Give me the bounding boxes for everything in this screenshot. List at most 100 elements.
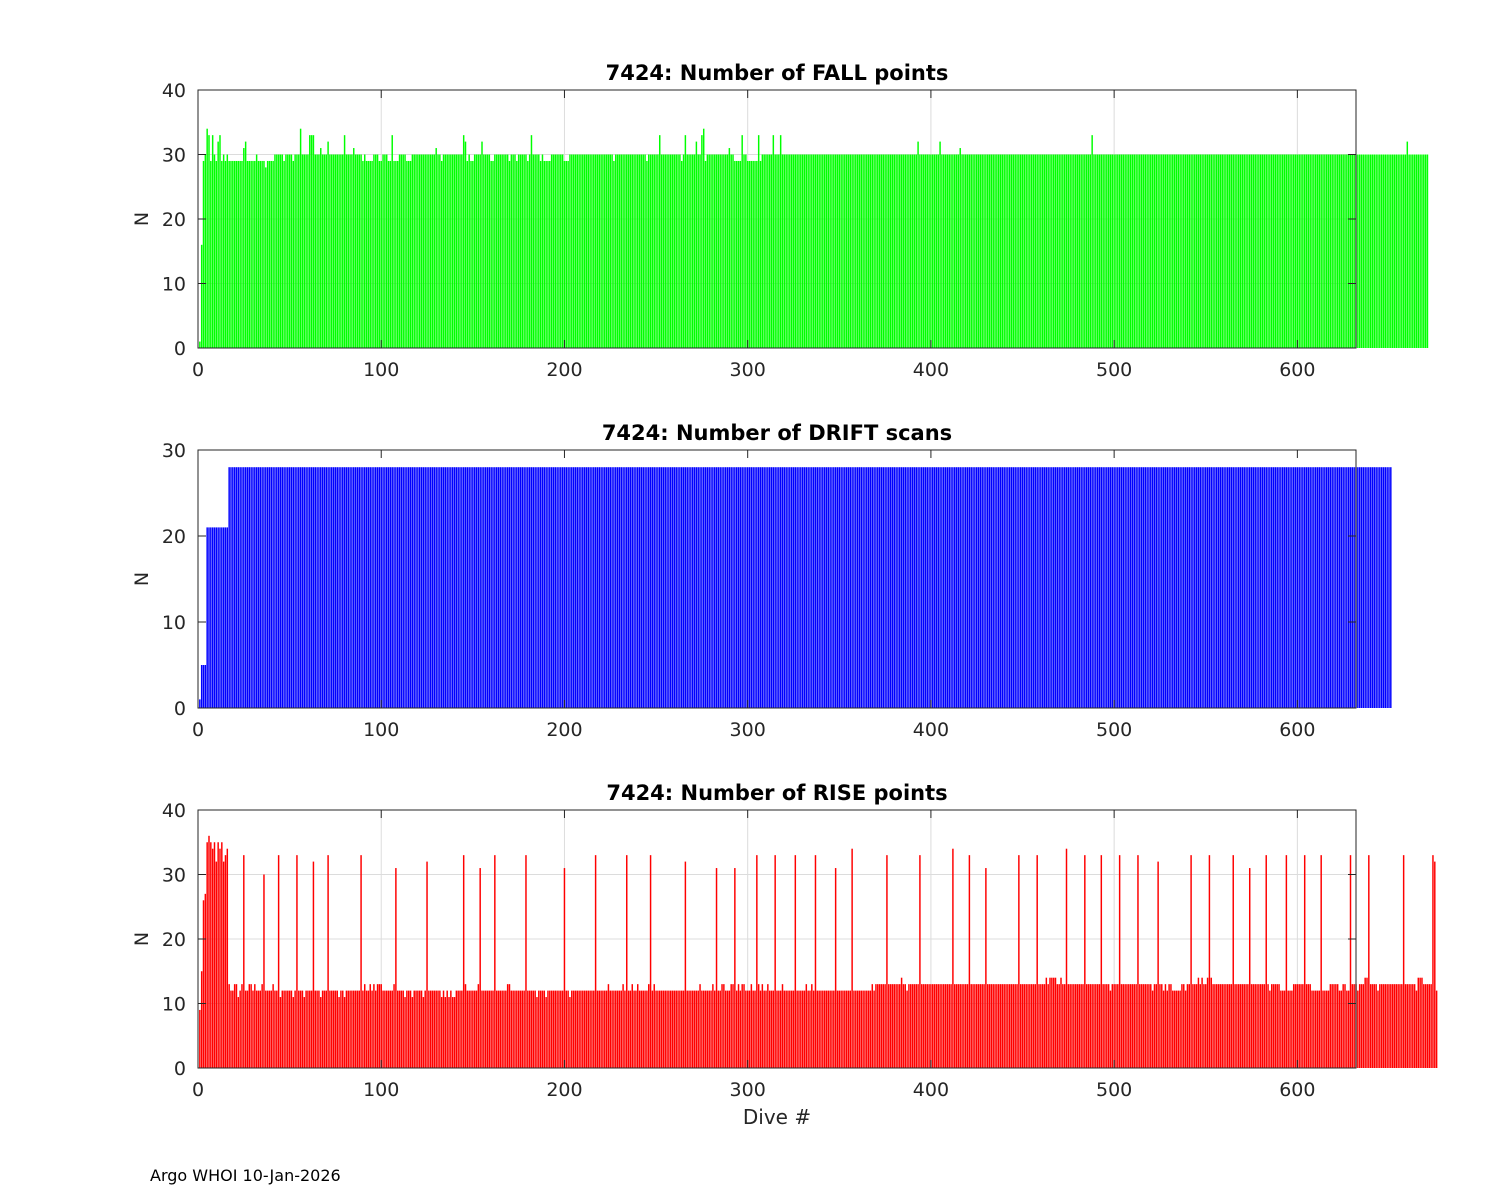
rise-bar [1313,990,1315,1068]
drift-bar [930,467,932,708]
fall-bar [1232,154,1234,348]
fall-bar [1023,154,1026,348]
rise-bar [640,990,643,1068]
fall-bar [230,160,232,348]
drift-bar [1128,467,1130,708]
fall-bar [1168,154,1170,348]
rise-bar [499,990,502,1068]
rise-xtick-label: 100 [363,1079,399,1101]
fall-bar [1368,154,1370,348]
drift-bar [587,467,590,708]
drift-bar [1248,467,1251,708]
rise-bar [528,990,531,1068]
drift-bar [866,467,868,708]
fall-bar [627,154,630,348]
rise-bar [1291,990,1293,1068]
fall-bar [1208,154,1211,348]
fall-bar [1197,154,1200,348]
drift-bar [334,467,337,708]
rise-bar [910,984,912,1068]
fall-bar [761,154,764,348]
drift-bar [717,467,720,708]
drift-bar [320,467,322,708]
drift-bar [389,467,392,708]
rise-bar [545,997,547,1068]
drift-bar [737,467,740,708]
rise-bar [620,990,622,1068]
fall-ytick-label: 10 [162,274,186,296]
drift-bar [741,467,743,708]
drift-bar [1098,467,1101,708]
fall-bar [1292,154,1295,348]
drift-bar [996,467,998,708]
rise-bar [1300,984,1302,1068]
fall-bar [1333,154,1335,348]
fall-bar [1424,154,1427,348]
rise-bar [239,990,241,1068]
drift-bar [904,467,906,708]
rise-bar [1194,984,1196,1068]
drift-bar [1369,467,1372,708]
fall-bar [662,154,665,348]
drift-bar [395,467,397,708]
drift-bar [1274,467,1277,708]
fall-bar [301,154,304,348]
rise-bar [975,984,978,1068]
fall-bar [594,154,597,348]
rise-bar [1236,984,1238,1068]
fall-bar [765,154,767,348]
drift-bar [1250,467,1253,708]
drift-bar [488,467,491,708]
drift-bar [534,467,536,708]
rise-bar [272,984,274,1068]
drift-bar [307,467,309,708]
rise-bar [1069,984,1071,1068]
rise-bar [347,990,349,1068]
fall-bar [1192,154,1194,348]
rise-bar [345,990,348,1068]
drift-bar [356,467,359,708]
fall-bar [607,154,610,348]
rise-bar [582,990,584,1068]
drift-bar [1210,467,1212,708]
rise-bar [277,855,280,1068]
fall-bar [323,154,326,348]
fall-bar [1155,154,1158,348]
fall-bar [446,154,448,348]
rise-bar [906,990,908,1068]
rise-bar [1047,984,1049,1068]
rise-bar [1118,855,1121,1068]
fall-bar [1129,154,1132,348]
drift-bar [1340,467,1343,708]
rise-bar [794,855,797,1068]
drift-bar [541,467,544,708]
fall-bar [1210,154,1212,348]
rise-bar [1278,984,1280,1068]
rise-ytick-label: 30 [162,865,186,887]
fall-bar [549,160,551,348]
fall-bar [415,154,417,348]
drift-bar [473,467,476,708]
rise-bar [426,861,428,1068]
fall-bar [492,160,494,348]
rise-bar [950,984,952,1068]
fall-bar [389,160,392,348]
rise-bar [591,990,593,1068]
rise-bar [578,990,580,1068]
fall-bar [290,154,293,348]
fall-bar [803,154,806,348]
rise-bar [224,855,227,1068]
fall-bar [1358,154,1361,348]
drift-bar [437,467,439,708]
drift-bar [1151,467,1154,708]
fall-bar [1252,154,1255,348]
drift-bar [446,467,448,708]
fall-bar [1316,154,1319,348]
drift-bar [303,467,306,708]
drift-bar [1074,467,1077,708]
drift-bar [461,467,463,708]
fall-bar [1071,154,1073,348]
drift-bar [226,527,229,708]
fall-bar [1016,154,1018,348]
fall-bar [364,154,366,348]
